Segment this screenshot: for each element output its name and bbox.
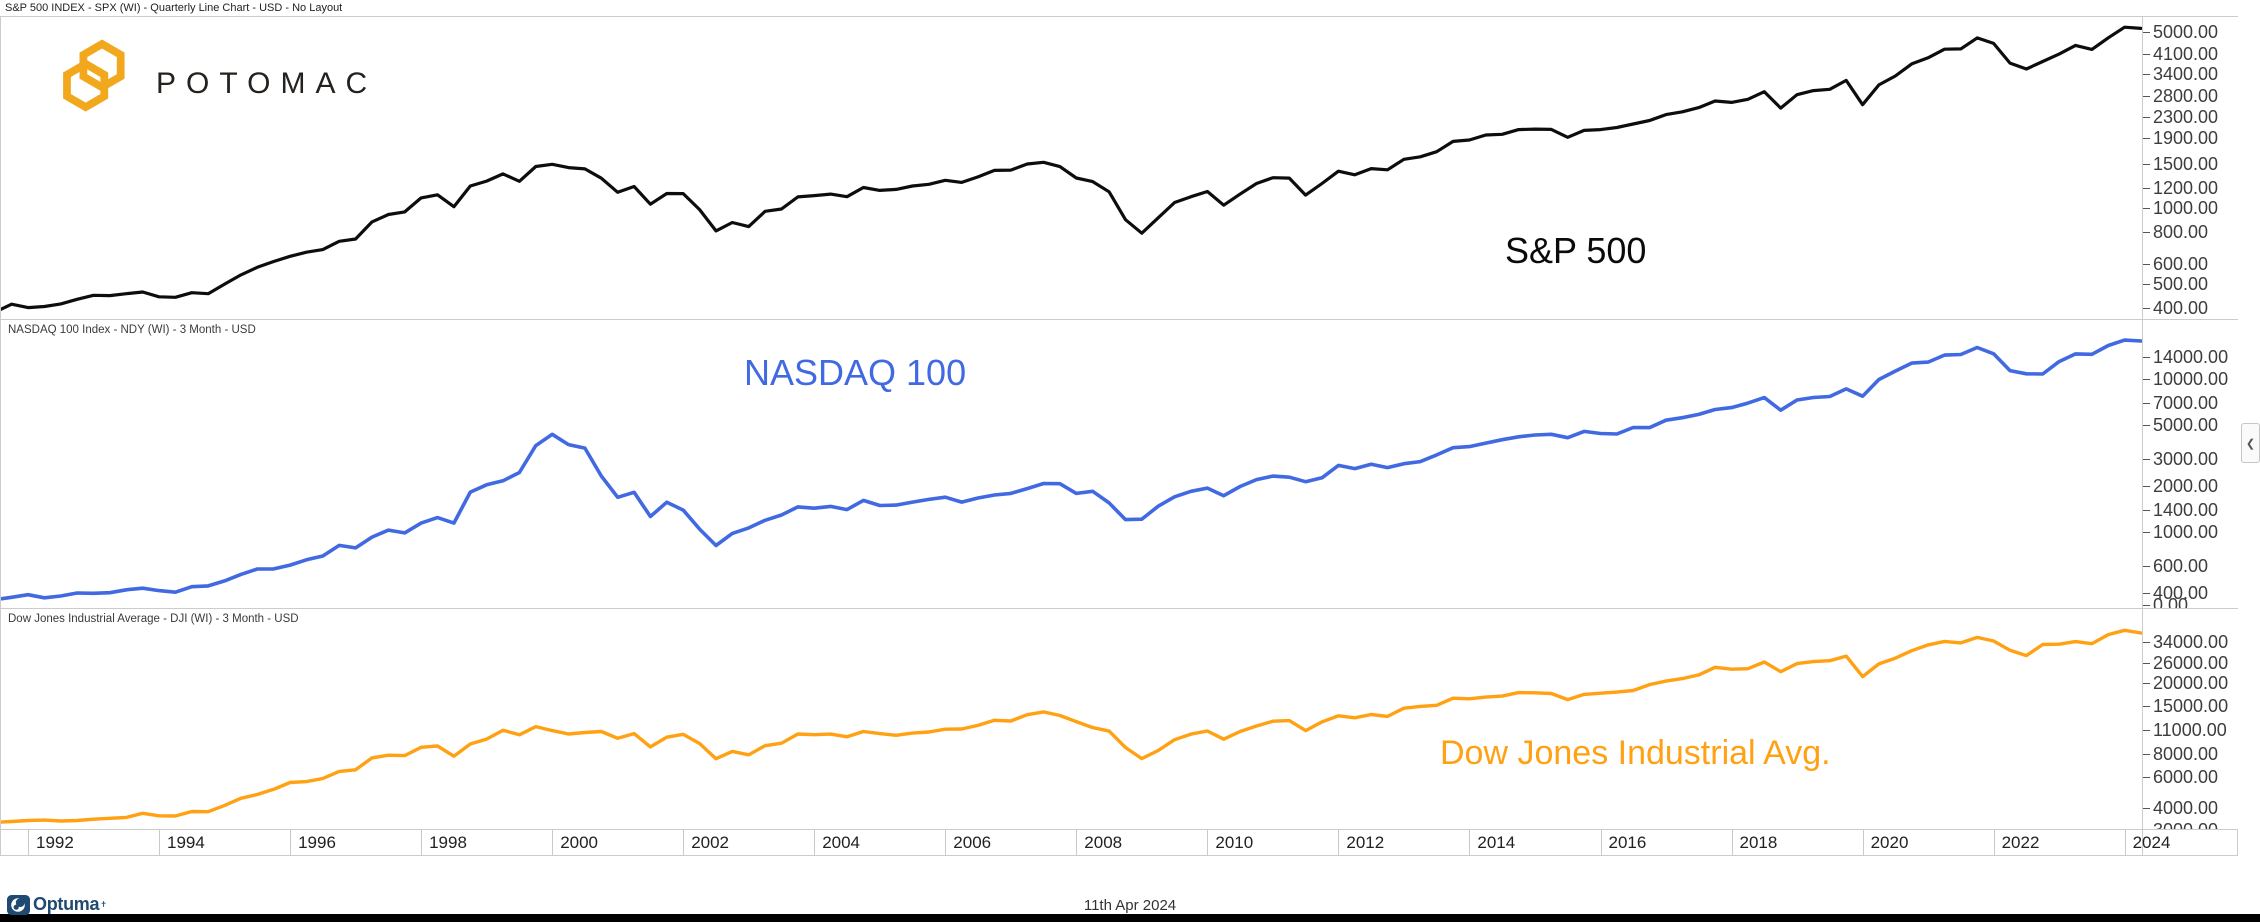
y-axis-tick-label: 4000.00 — [2143, 798, 2218, 818]
time-axis[interactable]: 1992 1994 1996 1998 2000 2002 2004 2006 2008 2010… — [0, 829, 2238, 856]
y-axis-tick-label: 1900.00 — [2143, 128, 2218, 148]
y-axis-tick-label: 15000.00 — [2143, 696, 2228, 716]
series-label-dow: Dow Jones Industrial Avg. — [1440, 734, 1831, 772]
chart-panel-sp500: 5000.00 4100.00 3400.00 2800.00 2300.00 1900.… — [0, 16, 2238, 320]
y-axis-tick-label: 7000.00 — [2143, 393, 2218, 413]
x-axis-tick-mark — [1731, 830, 1733, 855]
y-axis-tick-label: 14000.00 — [2143, 347, 2228, 367]
y-axis-tick-label: 3000.00 — [2143, 449, 2218, 469]
x-axis-tick-mark — [1207, 830, 1209, 855]
series-label-sp500: S&P 500 — [1505, 230, 1647, 271]
x-axis-year-label: 2018 — [1739, 833, 1778, 852]
window-title: S&P 500 INDEX - SPX (WI) - Quarterly Lin… — [5, 2, 343, 14]
chart-panel-nasdaq: NASDAQ 100 Index - NDY (WI) - 3 Month - … — [0, 319, 2238, 609]
x-axis-year-label: 2014 — [1477, 833, 1516, 852]
y-axis-tick-label: 11000.00 — [2143, 720, 2227, 740]
sp500-plot-area[interactable] — [1, 17, 2142, 319]
nasdaq-panel-header: NASDAQ 100 Index - NDY (WI) - 3 Month - … — [8, 324, 256, 336]
y-axis-tick-label: 20000.00 — [2143, 673, 2228, 693]
x-axis-tick-mark — [2124, 830, 2126, 855]
x-axis-tick-mark — [945, 830, 947, 855]
x-axis-year-label: 2010 — [1215, 833, 1254, 852]
y-axis-tick-label: 400.00 — [2143, 298, 2208, 318]
x-axis-year-label: 1992 — [36, 833, 74, 852]
nasdaq-line-series — [1, 338, 2142, 601]
x-axis-year-label: 2008 — [1084, 833, 1123, 852]
x-axis-year-label: 2012 — [1346, 833, 1385, 852]
y-axis-tick-label: 26000.00 — [2143, 653, 2228, 673]
x-axis-year-label: 1994 — [167, 833, 205, 852]
x-axis-tick-mark — [159, 830, 160, 855]
x-axis-year-label: 2002 — [691, 833, 730, 852]
y-axis-tick-label: 600.00 — [2143, 254, 2208, 274]
y-axis-tick-label: 1400.00 — [2143, 500, 2218, 520]
dow-price-axis[interactable]: 34000.00 26000.00 20000.00 15000.00 11000.00… — [2142, 609, 2238, 829]
x-axis-tick-mark — [1862, 830, 1864, 855]
x-axis-tick-mark — [1600, 830, 1602, 855]
y-axis-tick-label: 0.00 — [2143, 595, 2188, 608]
optuma-logo: Optuma ✝ — [7, 894, 107, 915]
y-axis-tick-label: 2000.00 — [2143, 476, 2218, 496]
x-axis-tick-mark — [552, 830, 554, 855]
series-label-nasdaq: NASDAQ 100 — [744, 352, 967, 393]
optuma-eye-icon — [7, 894, 30, 915]
y-axis-tick-label: 3000.00 — [2143, 820, 2218, 829]
dow-panel-header: Dow Jones Industrial Average - DJI (WI) … — [8, 613, 299, 625]
y-axis-tick-label: 1000.00 — [2143, 522, 2218, 542]
y-axis-tick-label: 400.00 — [2143, 583, 2208, 603]
sidebar-collapse-button[interactable]: ❮ — [2241, 423, 2260, 463]
sp500-price-axis[interactable]: 5000.00 4100.00 3400.00 2800.00 2300.00 1900.… — [2142, 17, 2238, 319]
optuma-wordmark: Optuma — [33, 894, 100, 914]
x-axis-year-label: 2020 — [1870, 833, 1909, 852]
y-axis-tick-label: 500.00 — [2143, 274, 2208, 294]
x-axis-year-label: 2004 — [822, 833, 861, 852]
nasdaq-plot-area[interactable] — [1, 320, 2142, 608]
y-axis-tick-label: 34000.00 — [2143, 632, 2228, 652]
x-axis-tick-mark — [814, 830, 816, 855]
x-axis-year-label: 1998 — [429, 833, 467, 852]
y-axis-tick-label: 3400.00 — [2143, 64, 2218, 84]
y-axis-tick-label: 10000.00 — [2143, 369, 2228, 389]
x-axis-year-label: 2024 — [2132, 833, 2171, 852]
bottom-black-bar — [0, 914, 2260, 922]
chart-date: 11th Apr 2024 — [1083, 897, 1177, 914]
y-axis-tick-label: 1200.00 — [2143, 178, 2218, 198]
dow-line-series — [1, 628, 2142, 824]
y-axis-tick-label: 600.00 — [2143, 556, 2208, 576]
axis-corner-divider — [2142, 830, 2143, 855]
chevron-left-icon: ❮ — [2245, 437, 2256, 450]
y-axis-tick-label: 2800.00 — [2143, 86, 2218, 106]
x-axis-tick-mark — [28, 830, 29, 855]
x-axis-tick-mark — [1338, 830, 1340, 855]
x-axis-year-label: 1996 — [298, 833, 336, 852]
x-axis-year-label: 2016 — [1608, 833, 1647, 852]
y-axis-tick-label: 2300.00 — [2143, 107, 2218, 127]
y-axis-tick-label: 5000.00 — [2143, 22, 2218, 42]
y-axis-tick-label: 6000.00 — [2143, 767, 2218, 787]
y-axis-tick-label: 800.00 — [2143, 222, 2208, 242]
x-axis-year-label: 2022 — [2001, 833, 2040, 852]
x-axis-year-label: 2006 — [953, 833, 992, 852]
dow-plot-area[interactable] — [1, 609, 2142, 829]
x-axis-tick-mark — [1993, 830, 1995, 855]
chart-panel-dow: Dow Jones Industrial Average - DJI (WI) … — [0, 608, 2238, 830]
potomac-hexagon-icon — [63, 39, 125, 112]
potomac-wordmark: POTOMAC — [156, 67, 378, 100]
x-axis-tick-mark — [421, 830, 423, 855]
y-axis-tick-label: 8000.00 — [2143, 744, 2218, 764]
potomac-logo: POTOMAC — [50, 38, 377, 114]
x-axis-tick-mark — [683, 830, 685, 855]
x-axis-tick-mark — [1469, 830, 1471, 855]
nasdaq-price-axis[interactable]: 14000.00 10000.00 7000.00 5000.00 3000.00 200… — [2142, 320, 2238, 608]
x-axis-tick-mark — [1076, 830, 1078, 855]
optuma-trademark: ✝ — [100, 900, 107, 909]
x-axis-tick-mark — [290, 830, 292, 855]
x-axis-year-label: 2000 — [560, 833, 599, 852]
y-axis-tick-label: 1500.00 — [2143, 154, 2218, 174]
y-axis-tick-label: 4100.00 — [2143, 44, 2218, 64]
sp500-line-series — [1, 25, 2142, 312]
window-title-bar: S&P 500 INDEX - SPX (WI) - Quarterly Lin… — [0, 0, 2260, 16]
y-axis-tick-label: 1000.00 — [2143, 198, 2218, 218]
y-axis-tick-label: 5000.00 — [2143, 415, 2218, 435]
